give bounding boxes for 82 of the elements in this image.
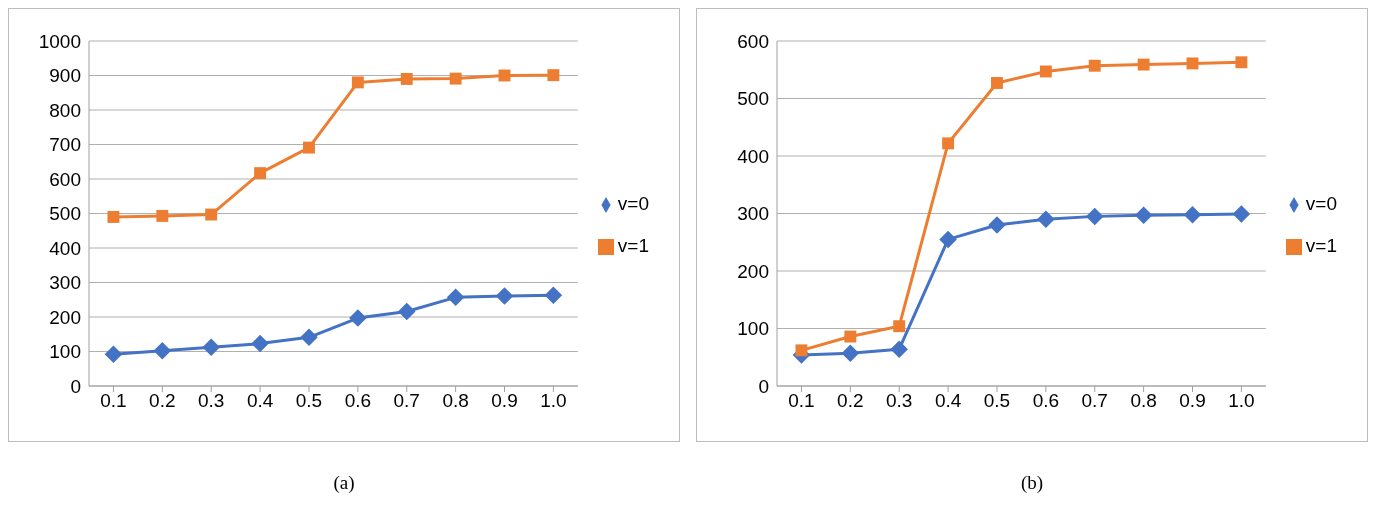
y-tick-label: 500 xyxy=(737,88,769,110)
point xyxy=(104,345,123,364)
point xyxy=(449,72,462,85)
y-tick-label: 700 xyxy=(49,134,81,156)
point xyxy=(893,320,906,333)
y-tick-label: 400 xyxy=(737,145,769,167)
x-tick-label: 0.8 xyxy=(1130,390,1157,412)
x-tick-label: 0.7 xyxy=(393,390,420,412)
y-tick-label: 600 xyxy=(737,30,769,52)
x-tick-label: 1.0 xyxy=(540,390,567,412)
point xyxy=(400,73,413,85)
x-tick-label: 0.6 xyxy=(344,390,372,412)
point xyxy=(988,216,1006,234)
point xyxy=(1088,59,1101,72)
y-tick-label: 100 xyxy=(737,318,769,340)
x-tick-label: 0.2 xyxy=(837,390,864,412)
point xyxy=(349,309,367,327)
point xyxy=(942,137,955,150)
point xyxy=(795,344,808,357)
y-tick-label: 400 xyxy=(49,237,81,259)
x-tick-label: 1.0 xyxy=(1228,390,1255,412)
y-tick-label: 300 xyxy=(49,272,81,294)
point xyxy=(1037,210,1055,228)
point xyxy=(1134,206,1153,224)
point xyxy=(547,69,560,82)
y-tick-label: 500 xyxy=(49,203,81,225)
y-tick-label: 300 xyxy=(737,203,769,225)
x-tick-label: 0.3 xyxy=(198,390,225,412)
x-tick-label: 0.6 xyxy=(1032,390,1060,412)
point xyxy=(303,141,315,154)
point xyxy=(397,302,416,321)
point xyxy=(1085,207,1104,226)
x-tick-label: 0.2 xyxy=(149,390,176,412)
x-tick-label: 0.7 xyxy=(1081,390,1108,412)
x-tick-label: 0.4 xyxy=(934,390,962,412)
text: (b) xyxy=(1019,472,1045,494)
y-tick-label: 900 xyxy=(49,65,81,87)
x-tick-label: 0.4 xyxy=(246,390,274,412)
point xyxy=(351,76,364,89)
point xyxy=(300,328,318,347)
text: (a) xyxy=(332,472,356,494)
y-tick-label: 600 xyxy=(49,168,81,190)
point xyxy=(844,330,857,343)
y-tick-label: 200 xyxy=(737,260,769,282)
legend-label: v=1 xyxy=(617,235,649,256)
point xyxy=(202,338,220,357)
x-tick-label: 0.3 xyxy=(886,390,913,412)
point xyxy=(991,77,1003,89)
y-tick-label: 200 xyxy=(49,306,81,328)
point xyxy=(544,286,563,305)
x-tick-label: 0.9 xyxy=(1179,390,1206,412)
y-tick-label: 100 xyxy=(49,341,81,363)
point xyxy=(156,209,169,222)
point xyxy=(890,340,908,358)
point xyxy=(939,230,957,249)
point xyxy=(446,288,465,307)
point xyxy=(1183,205,1202,224)
point xyxy=(1235,56,1248,69)
point xyxy=(1039,65,1052,78)
point xyxy=(841,344,860,362)
x-tick-label: 0.9 xyxy=(491,390,518,412)
legend-label: v=1 xyxy=(1305,235,1337,256)
point xyxy=(495,287,514,305)
legend-label: v=0 xyxy=(617,193,649,214)
x-tick-label: 0.8 xyxy=(442,390,469,412)
x-tick-label: 0.1 xyxy=(100,390,127,412)
x-tick-label: 0.5 xyxy=(983,390,1011,412)
y-tick-label: 0 xyxy=(758,375,769,397)
point xyxy=(254,167,267,180)
point xyxy=(107,211,120,223)
y-tick-label: 0 xyxy=(70,375,81,397)
point xyxy=(1137,58,1150,71)
point xyxy=(1232,205,1251,223)
y-tick-label: 800 xyxy=(49,99,81,121)
y-tick-label: 1000 xyxy=(38,30,81,52)
point xyxy=(153,342,172,360)
point xyxy=(251,334,269,353)
x-tick-label: 0.1 xyxy=(788,390,815,412)
point xyxy=(1186,57,1199,70)
legend-label: v=0 xyxy=(1305,193,1337,214)
x-tick-label: 0.5 xyxy=(295,390,323,412)
point xyxy=(205,208,218,221)
